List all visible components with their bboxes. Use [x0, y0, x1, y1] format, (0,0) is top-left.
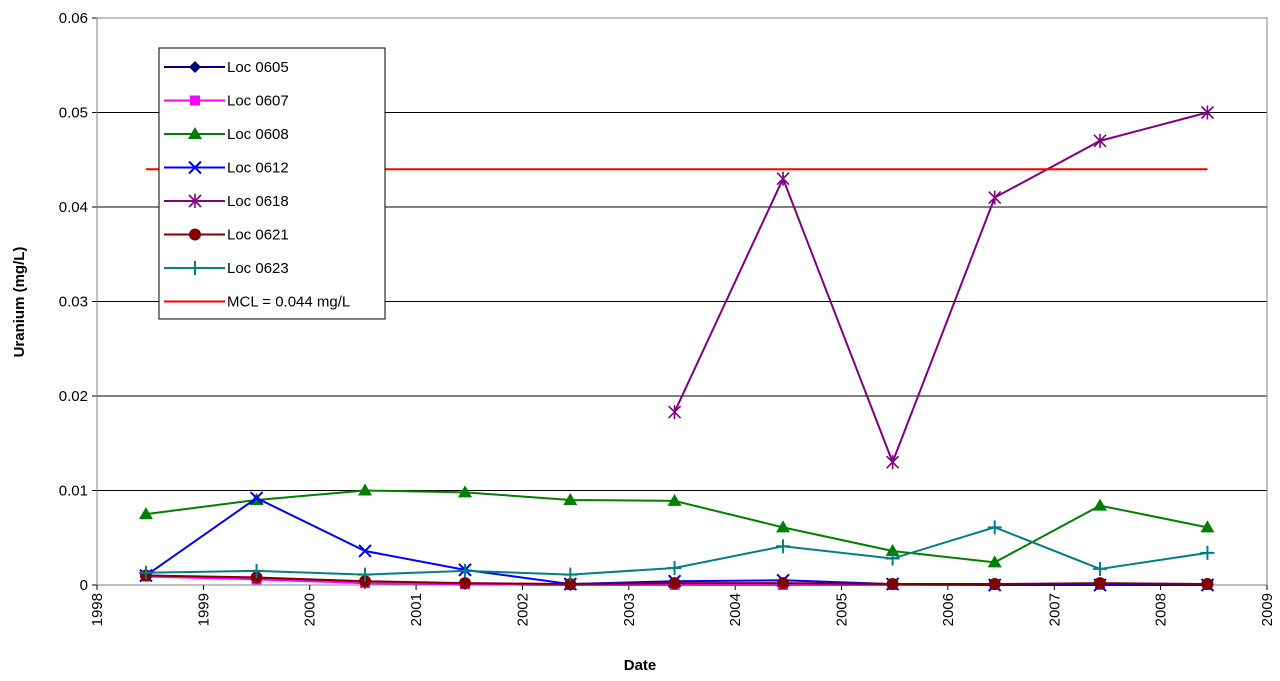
y-tick-label: 0.05 — [59, 105, 88, 122]
x-tick-label: 2002 — [514, 593, 531, 626]
marker — [459, 577, 472, 590]
y-tick-label: 0.01 — [59, 483, 88, 500]
marker — [564, 578, 577, 591]
y-tick-label: 0 — [80, 577, 88, 594]
legend-label: Loc 0607 — [227, 93, 289, 110]
marker — [987, 520, 1002, 535]
marker — [776, 171, 790, 186]
marker — [189, 61, 201, 73]
y-tick-label: 0.04 — [59, 199, 88, 216]
marker — [776, 520, 791, 533]
marker — [1200, 545, 1215, 560]
legend-box — [158, 47, 386, 320]
marker — [249, 563, 264, 578]
x-tick-label: 1998 — [89, 593, 106, 626]
marker — [885, 543, 900, 556]
marker — [189, 228, 201, 241]
legend-label: Loc 0612 — [227, 160, 289, 177]
x-tick-label: 2003 — [621, 593, 638, 626]
marker — [1200, 105, 1215, 120]
legend-label: Loc 0618 — [227, 193, 289, 210]
marker — [1201, 578, 1214, 591]
marker — [188, 194, 202, 208]
x-tick-label: 2004 — [727, 593, 744, 626]
marker — [138, 507, 153, 520]
x-tick-label: 2001 — [408, 593, 425, 626]
marker — [886, 578, 899, 591]
marker — [1094, 577, 1107, 590]
x-tick-label: 2007 — [1046, 593, 1063, 626]
marker — [1093, 498, 1108, 511]
x-tick-label: 2009 — [1259, 593, 1276, 626]
marker — [667, 560, 682, 575]
legend-label: Loc 0623 — [227, 260, 289, 277]
marker — [1093, 133, 1107, 148]
marker — [1200, 520, 1215, 533]
x-tick-label: 2005 — [834, 593, 851, 626]
marker — [190, 95, 200, 106]
marker — [458, 563, 473, 578]
y-tick-label: 0.06 — [59, 10, 88, 27]
y-tick-label: 0.02 — [59, 388, 88, 405]
legend-label: Loc 0608 — [227, 126, 289, 143]
marker — [563, 492, 578, 505]
x-tick-label: 1999 — [195, 593, 212, 626]
marker — [777, 577, 790, 590]
series-line — [673, 111, 1208, 465]
y-tick-label: 0.03 — [59, 294, 88, 311]
marker — [988, 578, 1001, 591]
legend-label: Loc 0605 — [227, 59, 289, 76]
marker — [188, 261, 202, 275]
marker — [138, 565, 153, 580]
marker — [988, 190, 1002, 205]
marker — [249, 491, 264, 505]
marker — [776, 539, 791, 554]
marker — [667, 493, 682, 506]
marker — [885, 551, 900, 566]
x-tick-label: 2000 — [302, 593, 319, 626]
marker — [358, 567, 373, 582]
marker — [667, 405, 682, 420]
marker — [563, 567, 578, 582]
marker — [886, 455, 900, 470]
marker — [188, 127, 202, 139]
legend-label: MCL = 0.044 mg/L — [227, 294, 350, 311]
marker — [458, 485, 473, 498]
legend-label: Loc 0621 — [227, 227, 289, 244]
y-axis-title: Uranium (mg/L) — [11, 247, 28, 358]
marker — [987, 555, 1002, 568]
marker — [1093, 561, 1108, 576]
marker — [358, 483, 373, 496]
marker — [188, 160, 202, 175]
marker — [668, 577, 681, 590]
marker — [358, 544, 372, 558]
x-tick-label: 2006 — [940, 593, 957, 626]
x-axis-title: Date — [624, 657, 657, 674]
x-tick-label: 2008 — [1153, 593, 1170, 626]
